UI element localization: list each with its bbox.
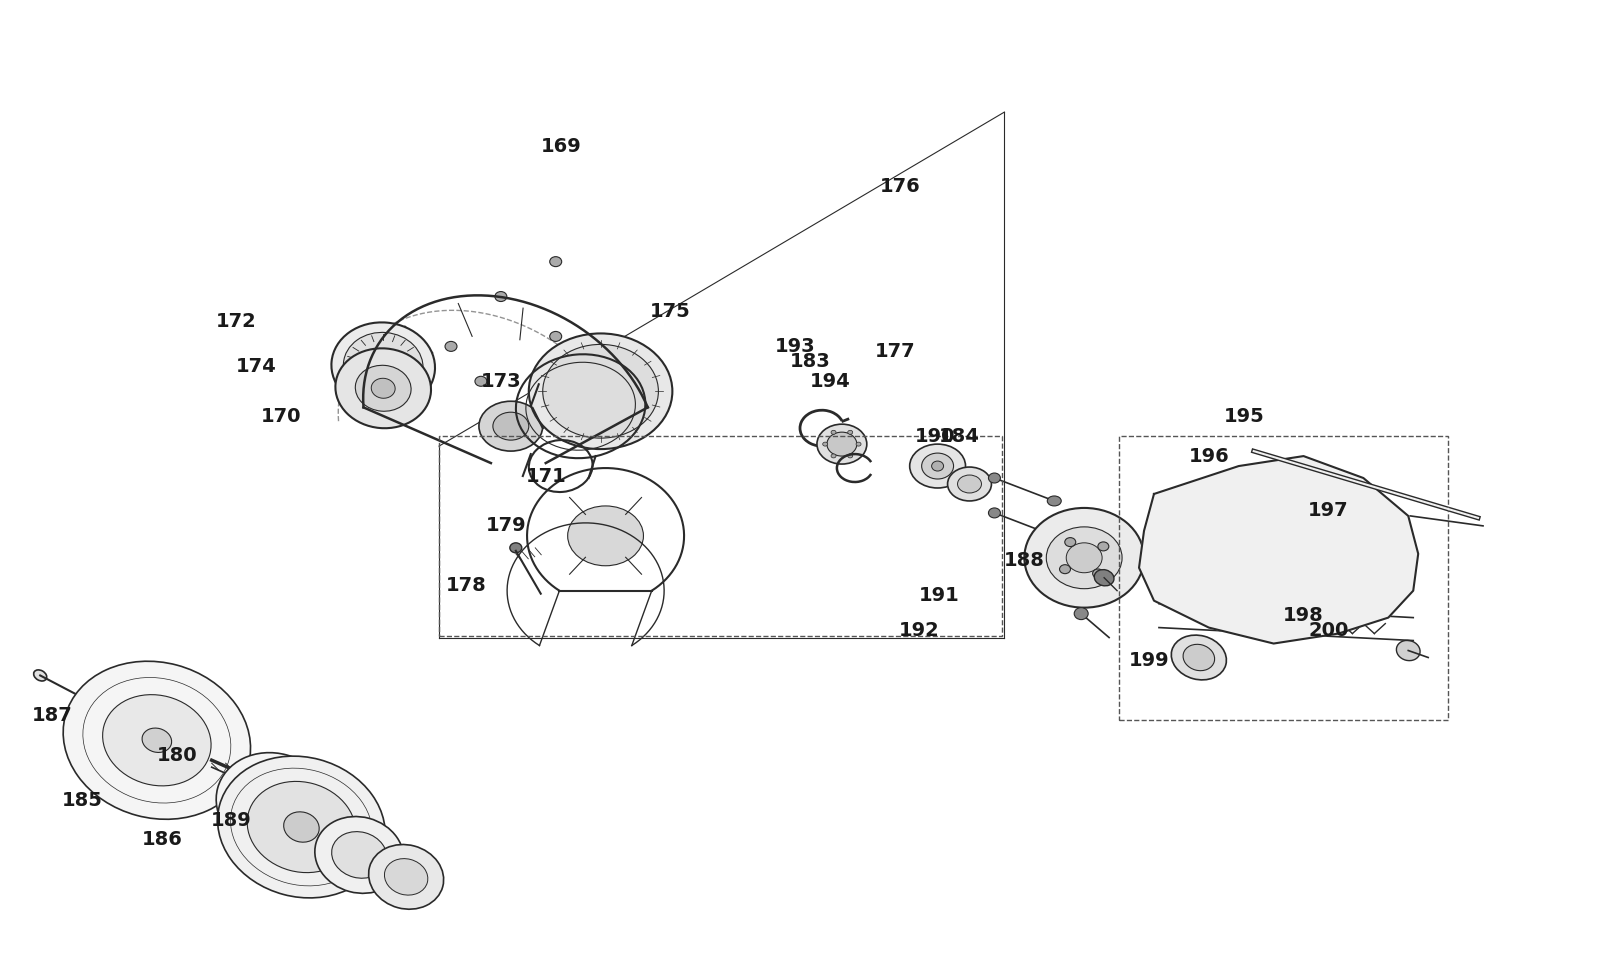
Ellipse shape [238,773,309,834]
Text: 184: 184 [939,427,979,445]
Ellipse shape [384,859,427,895]
Text: 169: 169 [541,137,581,156]
Text: 187: 187 [32,706,72,724]
Ellipse shape [355,365,411,412]
Ellipse shape [102,695,211,786]
Ellipse shape [262,793,285,813]
Ellipse shape [368,844,443,909]
Text: 198: 198 [1283,606,1323,625]
Text: 172: 172 [216,312,258,331]
Ellipse shape [62,662,251,819]
Ellipse shape [475,377,486,386]
Ellipse shape [1048,496,1061,506]
Ellipse shape [1074,608,1088,619]
Ellipse shape [957,475,981,493]
Text: 200: 200 [1309,621,1349,640]
Ellipse shape [1059,565,1070,574]
Ellipse shape [336,349,430,428]
Text: 189: 189 [211,810,253,830]
Text: 180: 180 [157,746,197,765]
Ellipse shape [1066,543,1102,573]
Text: 170: 170 [261,407,302,426]
Ellipse shape [142,728,171,753]
Text: 190: 190 [914,427,955,445]
Ellipse shape [283,811,320,842]
Ellipse shape [947,467,992,501]
Ellipse shape [827,432,858,456]
Ellipse shape [989,473,1000,483]
Ellipse shape [542,345,659,439]
Text: 188: 188 [1003,552,1045,570]
Text: 195: 195 [1224,407,1264,426]
Ellipse shape [528,333,672,449]
Ellipse shape [331,323,435,411]
Text: 178: 178 [445,576,486,595]
Ellipse shape [818,424,867,464]
Polygon shape [1139,456,1418,643]
Ellipse shape [550,331,562,341]
Ellipse shape [371,379,395,398]
Ellipse shape [830,454,837,458]
Text: 193: 193 [774,337,816,355]
Ellipse shape [848,454,853,458]
Ellipse shape [510,543,522,553]
Text: 174: 174 [237,356,277,376]
Ellipse shape [248,781,355,872]
Ellipse shape [315,816,403,894]
Ellipse shape [856,442,861,446]
Ellipse shape [550,257,562,267]
Ellipse shape [1232,503,1275,538]
Ellipse shape [830,430,837,435]
Text: 192: 192 [899,621,941,640]
Ellipse shape [445,341,458,352]
Ellipse shape [1048,531,1061,541]
Text: 186: 186 [141,831,182,849]
Text: 199: 199 [1128,651,1170,670]
Ellipse shape [218,756,386,898]
Text: 175: 175 [650,302,691,321]
Ellipse shape [331,832,387,878]
Ellipse shape [822,442,827,446]
Ellipse shape [1064,538,1075,547]
Ellipse shape [1242,512,1266,530]
Ellipse shape [989,508,1000,518]
Ellipse shape [848,430,853,435]
Ellipse shape [1024,508,1144,608]
Ellipse shape [931,461,944,471]
Ellipse shape [494,292,507,301]
Ellipse shape [216,753,331,854]
Ellipse shape [1093,569,1104,578]
Text: 197: 197 [1309,501,1349,521]
Ellipse shape [922,453,954,479]
Text: 191: 191 [920,586,960,605]
Ellipse shape [1098,542,1109,551]
Ellipse shape [493,412,528,440]
Ellipse shape [344,332,422,400]
Text: 177: 177 [875,342,915,361]
Text: 194: 194 [810,372,850,391]
Ellipse shape [1094,570,1114,585]
Text: 183: 183 [789,352,830,371]
Text: 173: 173 [480,372,522,391]
Text: 171: 171 [525,467,566,486]
Text: 179: 179 [485,517,526,535]
Ellipse shape [1182,644,1214,670]
Text: 185: 185 [62,790,102,810]
Ellipse shape [478,401,542,451]
Ellipse shape [568,506,643,566]
Ellipse shape [910,444,965,488]
Text: 176: 176 [880,178,920,196]
Ellipse shape [1171,635,1227,680]
Ellipse shape [1397,640,1421,661]
Ellipse shape [34,669,46,681]
Text: 196: 196 [1189,446,1229,466]
Ellipse shape [1046,526,1122,588]
